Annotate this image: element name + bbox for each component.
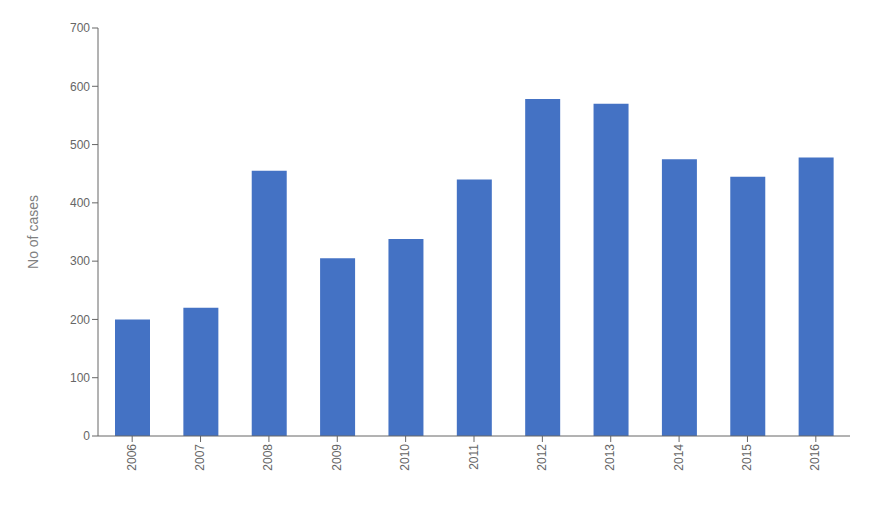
svg-text:0: 0 — [83, 429, 90, 443]
svg-text:700: 700 — [70, 21, 90, 35]
svg-text:2012: 2012 — [535, 444, 549, 471]
svg-text:2010: 2010 — [398, 444, 412, 471]
svg-text:300: 300 — [70, 254, 90, 268]
svg-text:400: 400 — [70, 196, 90, 210]
svg-text:2008: 2008 — [261, 444, 275, 471]
svg-text:2014: 2014 — [672, 444, 686, 471]
svg-text:2009: 2009 — [330, 444, 344, 471]
svg-text:2006: 2006 — [125, 444, 139, 471]
svg-text:2016: 2016 — [808, 444, 822, 471]
svg-text:600: 600 — [70, 80, 90, 94]
svg-text:100: 100 — [70, 371, 90, 385]
svg-text:500: 500 — [70, 138, 90, 152]
svg-text:2015: 2015 — [740, 444, 754, 471]
svg-text:200: 200 — [70, 313, 90, 327]
svg-text:2013: 2013 — [603, 444, 617, 471]
svg-text:2011: 2011 — [467, 444, 481, 470]
svg-text:No of cases: No of cases — [25, 195, 41, 269]
svg-text:2007: 2007 — [193, 444, 207, 471]
